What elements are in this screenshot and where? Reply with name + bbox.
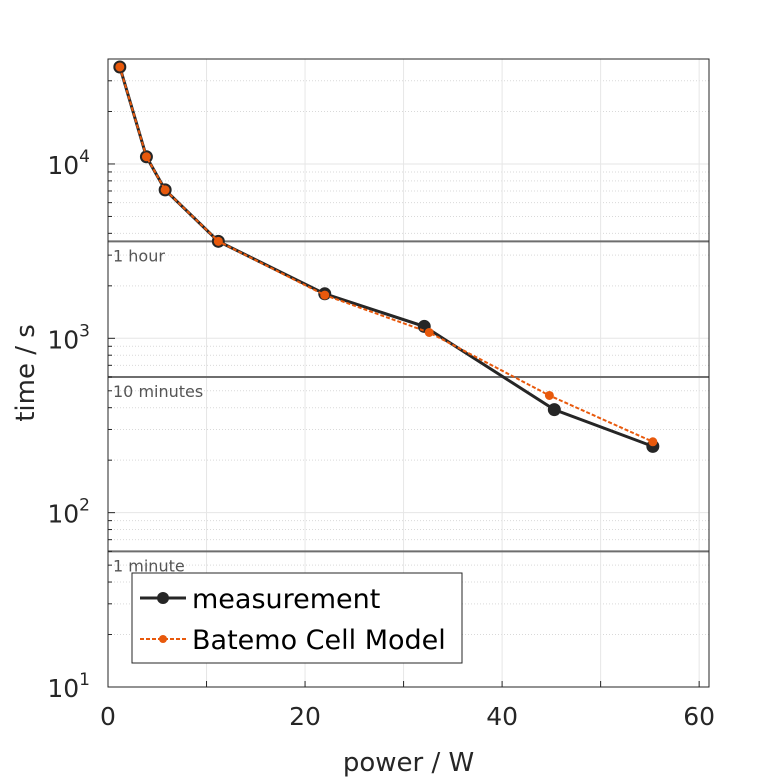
x-tick-label: 60 (683, 702, 715, 731)
y-tick-label: 103 (47, 321, 90, 354)
data-point (213, 236, 223, 246)
y-tick-label: 104 (47, 147, 90, 180)
tick-labels: 0 20 40 60 101 102 103 104 (47, 147, 715, 731)
data-point (648, 437, 658, 447)
y-tick-label: 101 (47, 670, 90, 703)
axis-ticks (107, 58, 700, 688)
legend: measurement Batemo Cell Model (131, 572, 463, 664)
series-batemo-cell-model (115, 62, 658, 447)
y-tick-label: 102 (47, 496, 90, 529)
plot-frame (107, 58, 710, 688)
reference-line-label: 10 minutes (113, 382, 203, 401)
data-point (547, 403, 561, 417)
y-axis-label: time / s (11, 324, 41, 422)
data-point (320, 290, 330, 300)
series-layer (113, 60, 660, 453)
legend-item-batemo-cell-model: Batemo Cell Model (140, 625, 446, 656)
data-point (160, 185, 170, 195)
data-point (544, 390, 554, 400)
data-point (115, 62, 125, 72)
reference-line-label: 1 minute (113, 556, 185, 575)
x-tick-label: 40 (486, 702, 518, 731)
legend-label-batemo-cell-model: Batemo Cell Model (192, 625, 446, 656)
reference-line-label: 1 hour (113, 246, 165, 265)
legend-box (131, 572, 463, 664)
reference-lines: 1 hour 10 minutes 1 minute (108, 240, 709, 575)
data-point (141, 152, 151, 162)
x-axis-label: power / W (343, 748, 474, 778)
data-point (424, 327, 434, 337)
series-line (118, 66, 654, 443)
x-tick-label: 0 (100, 702, 116, 731)
x-tick-label: 20 (289, 702, 321, 731)
legend-label-measurement: measurement (192, 584, 380, 615)
legend-marker-measurement (157, 592, 169, 604)
legend-marker-batemo-cell-model (159, 635, 167, 643)
legend-item-measurement: measurement (140, 584, 380, 615)
